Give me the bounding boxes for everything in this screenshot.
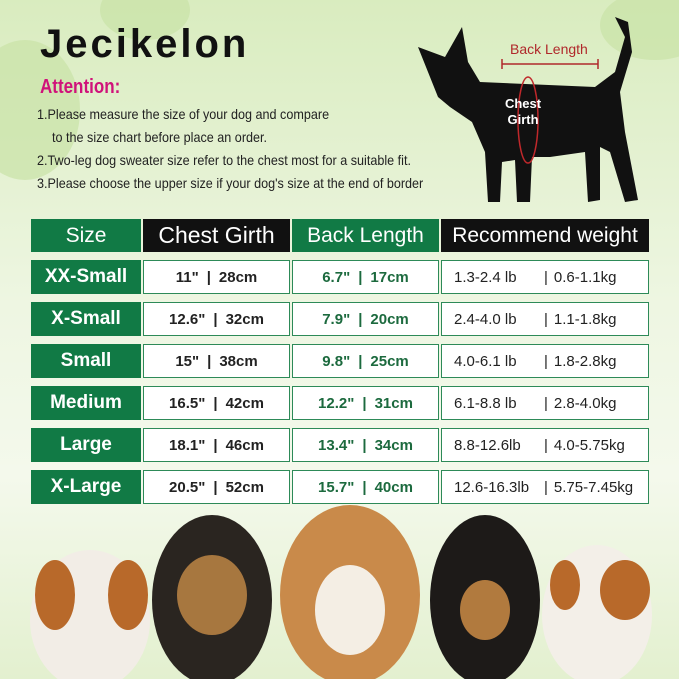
chest-inches: 12.6" bbox=[169, 310, 206, 328]
size-cell: Medium bbox=[31, 386, 141, 420]
size-chart-table: Size Chest Girth Back Length Recommend w… bbox=[29, 211, 651, 512]
table-row: Large 18.1" | 46cm 13.4" | 34cm 8.8-12.6lb | 4… bbox=[31, 428, 649, 462]
weight-lb: 12.6-16.3lb bbox=[454, 478, 530, 496]
header-back-length: Back Length bbox=[292, 219, 439, 252]
weight-cell: 6.1-8.8 lb | 2.8-4.0kg bbox=[441, 386, 649, 420]
header-recommend-weight: Recommend weight bbox=[441, 219, 649, 252]
back-cm: 25cm bbox=[370, 352, 409, 370]
attention-heading: Attention: bbox=[40, 76, 121, 98]
weight-lb: 2.4-4.0 lb bbox=[454, 310, 517, 328]
weight-lb: 6.1-8.8 lb bbox=[454, 394, 517, 412]
weight-kg: 4.0-5.75kg bbox=[553, 436, 625, 454]
chest-cm: 38cm bbox=[219, 352, 258, 370]
size-cell: Large bbox=[31, 428, 141, 462]
back-inches: 12.2" bbox=[318, 394, 355, 412]
note-3: 3.Please choose the upper size if your d… bbox=[37, 175, 424, 191]
chest-inches: 16.5" bbox=[169, 394, 206, 412]
table-row: X-Large 20.5" | 52cm 15.7" | 40cm 12.6-16.3l… bbox=[31, 470, 649, 504]
chest-girth-cell: 16.5" | 42cm bbox=[143, 386, 290, 420]
size-cell: X-Small bbox=[31, 302, 141, 336]
chest-inches: 20.5" bbox=[169, 478, 206, 496]
weight-cell: 2.4-4.0 lb | 1.1-1.8kg bbox=[441, 302, 649, 336]
header-chest-girth: Chest Girth bbox=[143, 219, 290, 252]
back-length-cell: 15.7" | 40cm bbox=[292, 470, 439, 504]
weight-cell: 1.3-2.4 lb | 0.6-1.1kg bbox=[441, 260, 649, 294]
back-length-cell: 6.7" | 17cm bbox=[292, 260, 439, 294]
table-row: XX-Small 11" | 28cm 6.7" | 17cm 1.3-2.4 lb | 0… bbox=[31, 260, 649, 294]
back-cm: 17cm bbox=[370, 268, 409, 286]
weight-lb: 4.0-6.1 lb bbox=[454, 352, 517, 370]
back-inches: 13.4" bbox=[318, 436, 355, 454]
chest-girth-cell: 12.6" | 32cm bbox=[143, 302, 290, 336]
chest-cm: 52cm bbox=[225, 478, 264, 496]
back-cm: 34cm bbox=[374, 436, 413, 454]
back-inches: 9.8" bbox=[322, 352, 351, 370]
chest-inches: 15" bbox=[175, 352, 200, 370]
back-inches: 7.9" bbox=[322, 310, 351, 328]
chest-cm: 42cm bbox=[225, 394, 264, 412]
weight-kg: 1.1-1.8kg bbox=[553, 310, 617, 328]
weight-kg: 0.6-1.1kg bbox=[553, 268, 617, 286]
back-length-cell: 9.8" | 25cm bbox=[292, 344, 439, 378]
weight-kg: 1.8-2.8kg bbox=[553, 352, 617, 370]
back-cm: 31cm bbox=[374, 394, 413, 412]
size-cell: X-Large bbox=[31, 470, 141, 504]
chest-cm: 46cm bbox=[225, 436, 264, 454]
chest-inches: 11" bbox=[175, 268, 199, 286]
back-length-cell: 12.2" | 31cm bbox=[292, 386, 439, 420]
weight-lb: 8.8-12.6lb bbox=[454, 436, 521, 454]
back-length-cell: 7.9" | 20cm bbox=[292, 302, 439, 336]
table-row: Medium 16.5" | 42cm 12.2" | 31cm 6.1-8.8 lb |… bbox=[31, 386, 649, 420]
weight-lb: 1.3-2.4 lb bbox=[454, 268, 517, 286]
dog-photo-2 bbox=[152, 515, 272, 679]
back-inches: 6.7" bbox=[322, 268, 351, 286]
dog-photo-3 bbox=[280, 505, 420, 679]
chest-girth-cell: 15" | 38cm bbox=[143, 344, 290, 378]
weight-cell: 8.8-12.6lb | 4.0-5.75kg bbox=[441, 428, 649, 462]
table-row: X-Small 12.6" | 32cm 7.9" | 20cm 2.4-4.0 lb |… bbox=[31, 302, 649, 336]
dog-silhouette-diagram bbox=[418, 17, 638, 202]
dog-photo-5 bbox=[542, 545, 652, 679]
dog-photo-4 bbox=[430, 515, 540, 679]
brand-title: Jecikelon bbox=[40, 22, 250, 66]
size-cell: Small bbox=[31, 344, 141, 378]
chest-girth-cell: 20.5" | 52cm bbox=[143, 470, 290, 504]
chest-girth-cell: 11" | 28cm bbox=[143, 260, 290, 294]
back-length-cell: 13.4" | 34cm bbox=[292, 428, 439, 462]
back-inches: 15.7" bbox=[318, 478, 355, 496]
weight-kg: 2.8-4.0kg bbox=[553, 394, 617, 412]
back-cm: 20cm bbox=[370, 310, 409, 328]
weight-kg: 5.75-7.45kg bbox=[553, 478, 634, 496]
table-row: Small 15" | 38cm 9.8" | 25cm 4.0-6.1 lb | 1.8-… bbox=[31, 344, 649, 378]
weight-cell: 4.0-6.1 lb | 1.8-2.8kg bbox=[441, 344, 649, 378]
note-1-cont: to the size chart before place an order. bbox=[52, 129, 268, 145]
size-cell: XX-Small bbox=[31, 260, 141, 294]
weight-cell: 12.6-16.3lb | 5.75-7.45kg bbox=[441, 470, 649, 504]
chest-cm: 28cm bbox=[218, 268, 258, 286]
dog-photos bbox=[30, 505, 652, 679]
back-cm: 40cm bbox=[374, 478, 413, 496]
table-header-row: Size Chest Girth Back Length Recommend w… bbox=[31, 219, 649, 252]
note-2: 2.Two-leg dog sweater size refer to the … bbox=[37, 152, 411, 168]
chest-girth-label: Chest Girth bbox=[504, 96, 542, 127]
header-size: Size bbox=[31, 219, 141, 252]
chest-cm: 32cm bbox=[225, 310, 264, 328]
chest-inches: 18.1" bbox=[169, 436, 206, 454]
back-length-label: Back Length bbox=[510, 41, 588, 57]
note-1: 1.Please measure the size of your dog an… bbox=[37, 106, 330, 122]
chest-girth-cell: 18.1" | 46cm bbox=[143, 428, 290, 462]
dog-photo-1 bbox=[30, 550, 150, 679]
